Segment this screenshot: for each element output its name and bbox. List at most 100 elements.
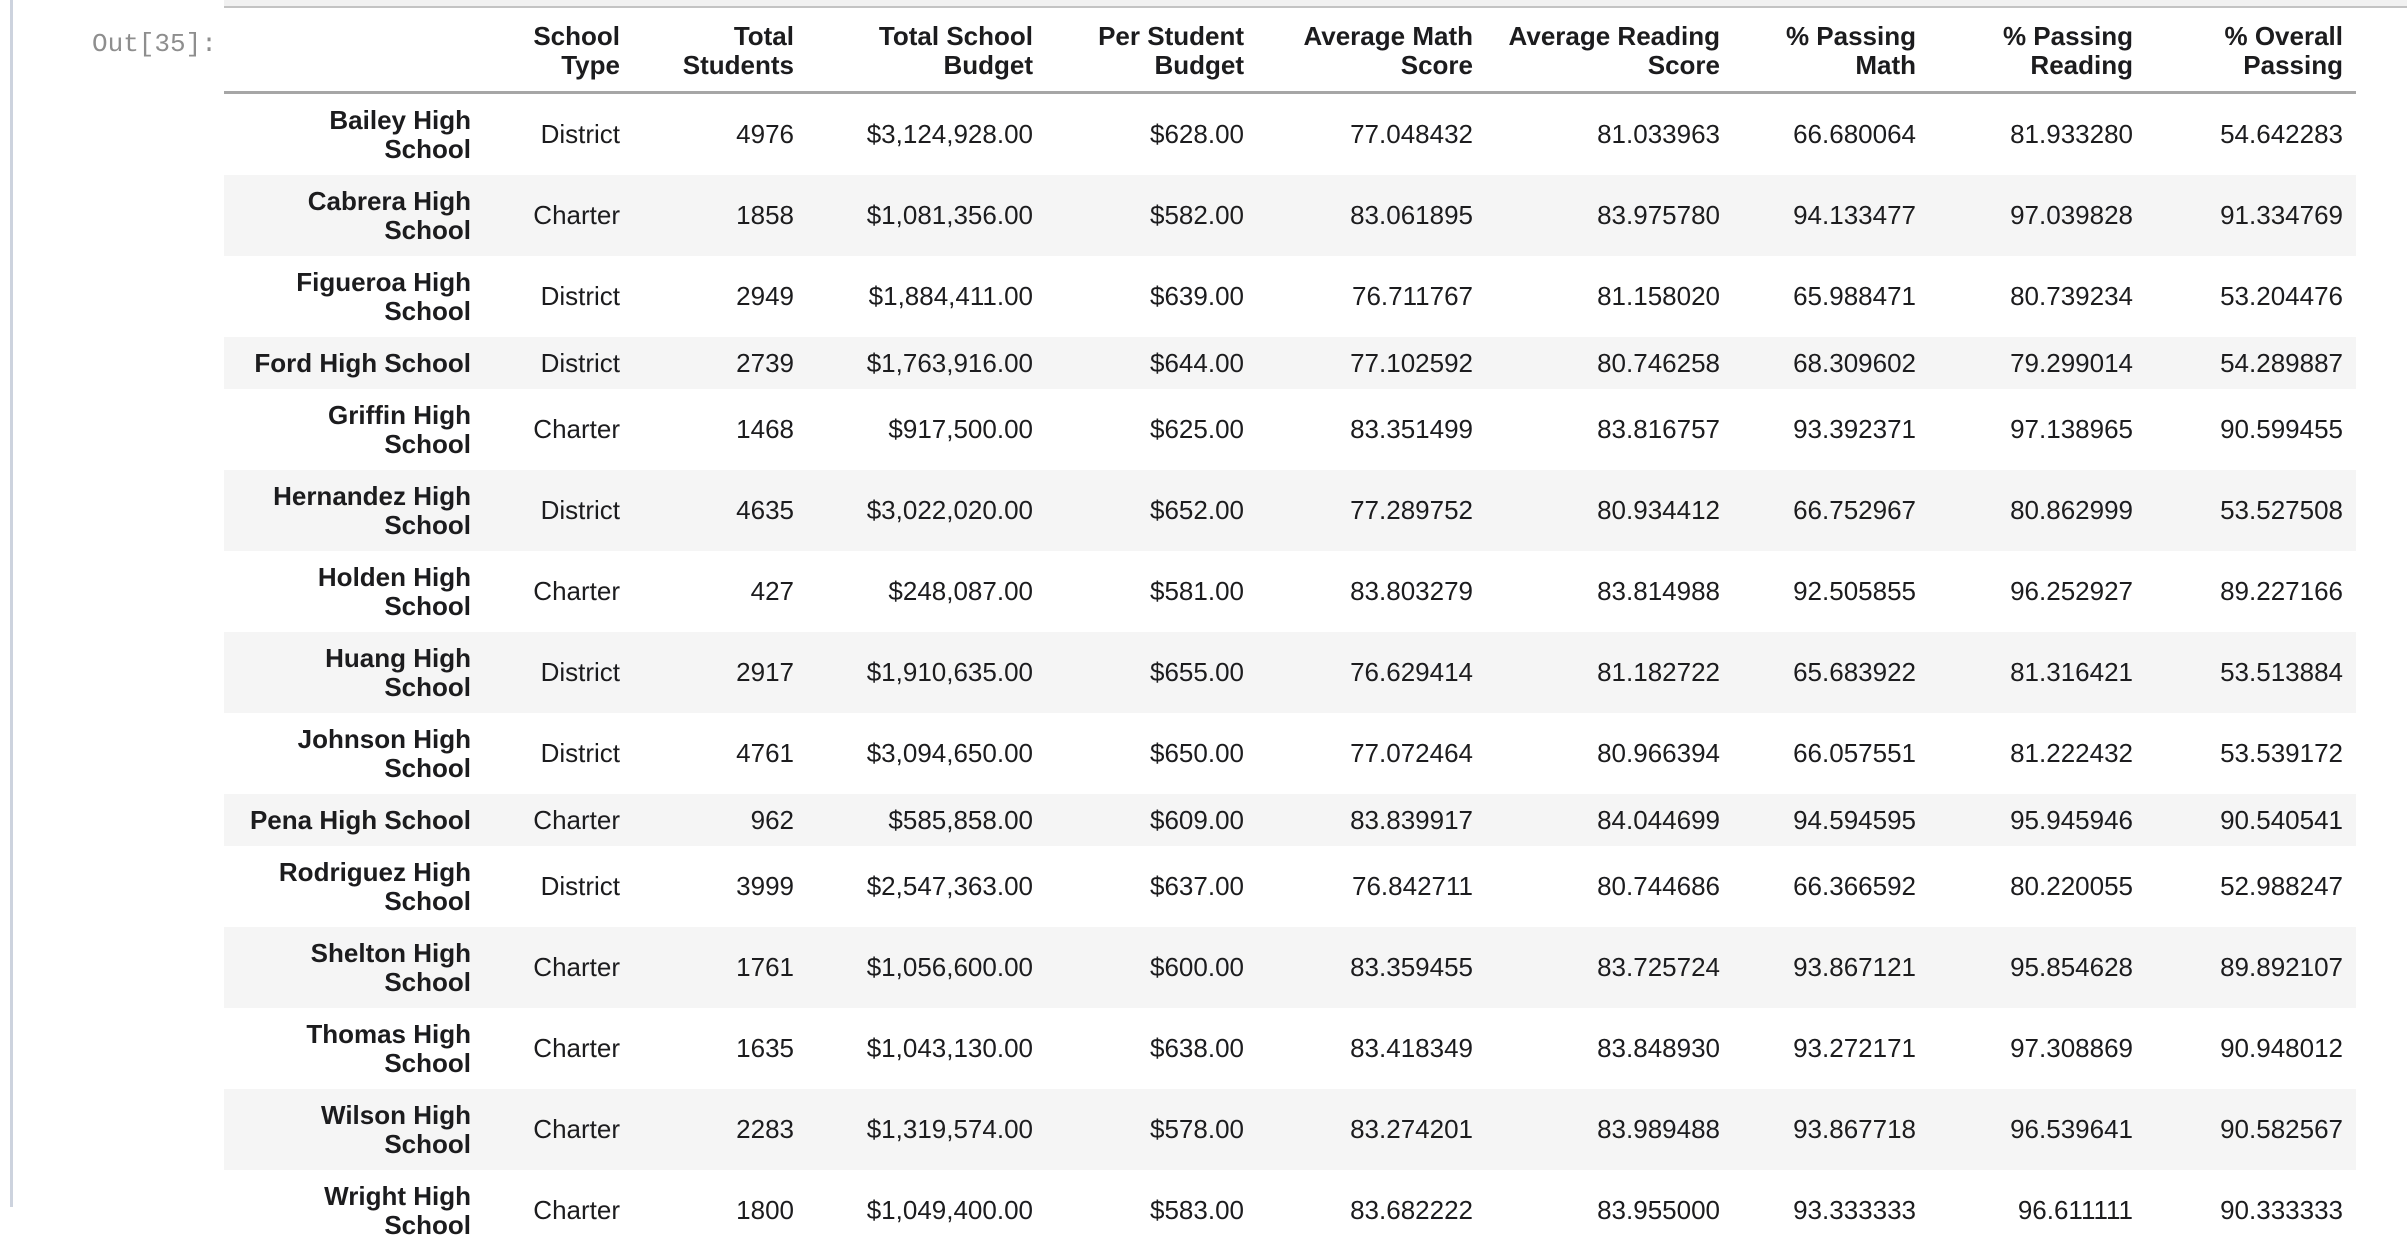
row-header-school-name: Huang High School	[224, 632, 484, 713]
row-header-school-name: Wright High School	[224, 1170, 484, 1251]
row-header-school-name: Hernandez High School	[224, 470, 484, 551]
cell-pct-overall-passing: 91.334769	[2146, 175, 2356, 256]
table-row: Wilson High School Charter 2283 $1,319,5…	[224, 1089, 2356, 1170]
cell-average-math-score: 77.072464	[1257, 713, 1486, 794]
cell-pct-passing-math: 93.333333	[1733, 1170, 1929, 1251]
cell-pct-passing-math: 66.366592	[1733, 846, 1929, 927]
table-row: Bailey High School District 4976 $3,124,…	[224, 93, 2356, 176]
cell-pct-passing-math: 65.683922	[1733, 632, 1929, 713]
cell-pct-passing-math: 94.133477	[1733, 175, 1929, 256]
cell-pct-passing-math: 93.392371	[1733, 389, 1929, 470]
cell-average-reading-score: 83.816757	[1486, 389, 1733, 470]
cell-total-school-budget: $1,043,130.00	[807, 1008, 1046, 1089]
table-row: Wright High School Charter 1800 $1,049,4…	[224, 1170, 2356, 1251]
cell-pct-overall-passing: 53.527508	[2146, 470, 2356, 551]
cell-average-math-score: 83.803279	[1257, 551, 1486, 632]
cell-per-student-budget: $652.00	[1046, 470, 1257, 551]
cell-school-type: Charter	[484, 389, 633, 470]
cell-per-student-budget: $644.00	[1046, 337, 1257, 389]
cell-pct-overall-passing: 54.642283	[2146, 93, 2356, 176]
cell-total-school-budget: $1,884,411.00	[807, 256, 1046, 337]
cell-average-reading-score: 83.814988	[1486, 551, 1733, 632]
cell-per-student-budget: $583.00	[1046, 1170, 1257, 1251]
cell-per-student-budget: $650.00	[1046, 713, 1257, 794]
cell-pct-passing-math: 93.867718	[1733, 1089, 1929, 1170]
column-header-per-student-budget: Per Student Budget	[1046, 10, 1257, 93]
row-header-school-name: Griffin High School	[224, 389, 484, 470]
table-row: Thomas High School Charter 1635 $1,043,1…	[224, 1008, 2356, 1089]
cell-per-student-budget: $582.00	[1046, 175, 1257, 256]
cell-pct-passing-math: 93.272171	[1733, 1008, 1929, 1089]
output-prompt: Out[35]:	[92, 30, 217, 59]
cell-average-math-score: 77.102592	[1257, 337, 1486, 389]
cell-per-student-budget: $609.00	[1046, 794, 1257, 846]
table-row: Rodriguez High School District 3999 $2,5…	[224, 846, 2356, 927]
cell-per-student-budget: $625.00	[1046, 389, 1257, 470]
cell-total-students: 1800	[633, 1170, 807, 1251]
table-row: Figueroa High School District 2949 $1,88…	[224, 256, 2356, 337]
cell-pct-passing-reading: 96.252927	[1929, 551, 2146, 632]
cell-pct-passing-math: 94.594595	[1733, 794, 1929, 846]
cell-per-student-budget: $655.00	[1046, 632, 1257, 713]
cell-pct-passing-reading: 81.316421	[1929, 632, 2146, 713]
cell-per-student-budget: $628.00	[1046, 93, 1257, 176]
dataframe-output: School Type Total Students Total School …	[224, 10, 2356, 1251]
cell-average-math-score: 76.842711	[1257, 846, 1486, 927]
row-header-school-name: Cabrera High School	[224, 175, 484, 256]
cell-total-school-budget: $917,500.00	[807, 389, 1046, 470]
cell-pct-passing-math: 93.867121	[1733, 927, 1929, 1008]
cell-average-math-score: 76.711767	[1257, 256, 1486, 337]
column-header-pct-passing-math: % Passing Math	[1733, 10, 1929, 93]
cell-school-type: District	[484, 256, 633, 337]
cell-total-school-budget: $1,049,400.00	[807, 1170, 1046, 1251]
column-header-pct-overall-passing: % Overall Passing	[2146, 10, 2356, 93]
cell-total-school-budget: $1,056,600.00	[807, 927, 1046, 1008]
column-header-total-school-budget: Total School Budget	[807, 10, 1046, 93]
cell-pct-passing-reading: 80.220055	[1929, 846, 2146, 927]
cell-average-math-score: 83.351499	[1257, 389, 1486, 470]
cell-total-students: 4976	[633, 93, 807, 176]
cell-pct-passing-reading: 96.611111	[1929, 1170, 2146, 1251]
cell-total-students: 2917	[633, 632, 807, 713]
cell-total-school-budget: $3,124,928.00	[807, 93, 1046, 176]
row-header-school-name: Wilson High School	[224, 1089, 484, 1170]
cell-average-reading-score: 83.955000	[1486, 1170, 1733, 1251]
cell-school-type: Charter	[484, 927, 633, 1008]
cell-pct-passing-math: 92.505855	[1733, 551, 1929, 632]
cell-per-student-budget: $581.00	[1046, 551, 1257, 632]
table-header: School Type Total Students Total School …	[224, 10, 2356, 93]
table-row: Johnson High School District 4761 $3,094…	[224, 713, 2356, 794]
cell-pct-overall-passing: 53.513884	[2146, 632, 2356, 713]
row-header-school-name: Johnson High School	[224, 713, 484, 794]
table-body: Bailey High School District 4976 $3,124,…	[224, 93, 2356, 1251]
table-row: Pena High School Charter 962 $585,858.00…	[224, 794, 2356, 846]
cell-average-reading-score: 83.725724	[1486, 927, 1733, 1008]
row-header-school-name: Rodriguez High School	[224, 846, 484, 927]
cell-total-school-budget: $1,910,635.00	[807, 632, 1046, 713]
cell-average-reading-score: 83.989488	[1486, 1089, 1733, 1170]
cell-pct-overall-passing: 90.333333	[2146, 1170, 2356, 1251]
table-row: Ford High School District 2739 $1,763,91…	[224, 337, 2356, 389]
cell-pct-overall-passing: 89.227166	[2146, 551, 2356, 632]
cell-pct-passing-reading: 97.138965	[1929, 389, 2146, 470]
table-row: Shelton High School Charter 1761 $1,056,…	[224, 927, 2356, 1008]
cell-total-students: 427	[633, 551, 807, 632]
row-header-school-name: Thomas High School	[224, 1008, 484, 1089]
cell-per-student-budget: $578.00	[1046, 1089, 1257, 1170]
table-row: Holden High School Charter 427 $248,087.…	[224, 551, 2356, 632]
cell-pct-overall-passing: 89.892107	[2146, 927, 2356, 1008]
cell-average-math-score: 77.048432	[1257, 93, 1486, 176]
cell-total-students: 2949	[633, 256, 807, 337]
cell-pct-passing-math: 66.057551	[1733, 713, 1929, 794]
column-header-pct-passing-reading: % Passing Reading	[1929, 10, 2146, 93]
cell-pct-overall-passing: 54.289887	[2146, 337, 2356, 389]
cell-total-school-budget: $3,022,020.00	[807, 470, 1046, 551]
row-header-school-name: Ford High School	[224, 337, 484, 389]
cell-average-reading-score: 84.044699	[1486, 794, 1733, 846]
cell-total-students: 1468	[633, 389, 807, 470]
table-row: Cabrera High School Charter 1858 $1,081,…	[224, 175, 2356, 256]
cell-average-reading-score: 80.966394	[1486, 713, 1733, 794]
table-row: Griffin High School Charter 1468 $917,50…	[224, 389, 2356, 470]
cell-average-math-score: 83.418349	[1257, 1008, 1486, 1089]
cell-average-reading-score: 81.033963	[1486, 93, 1733, 176]
